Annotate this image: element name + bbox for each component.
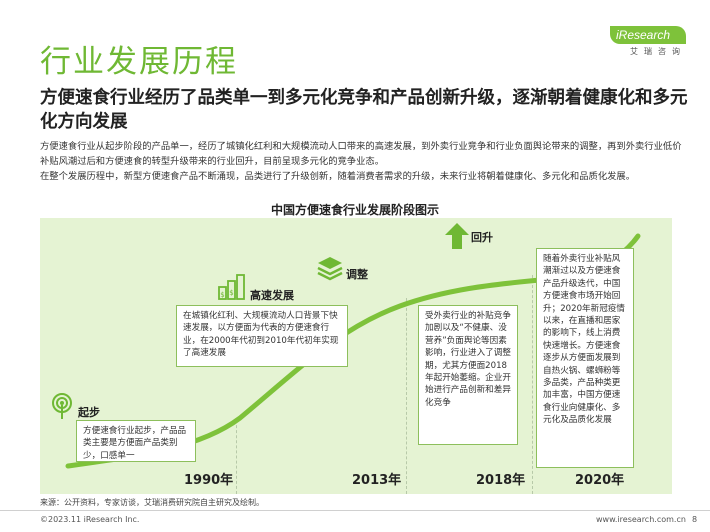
footer-divider xyxy=(0,510,710,511)
year-2013: 2013年 xyxy=(352,473,402,488)
logo-cn: 艾瑞咨询 xyxy=(630,47,686,56)
source-note: 来源：公开资料，专家访谈，艾瑞消费研究院自主研究及绘制。 xyxy=(40,498,264,507)
stage-label-start: 起步 xyxy=(78,406,100,419)
copyright: ©2023.11 iResearch Inc. xyxy=(40,515,140,524)
svg-text:$: $ xyxy=(229,289,233,297)
divider-2013 xyxy=(406,298,407,494)
page-number: 8 xyxy=(692,515,698,524)
intro-paragraph-1: 方便速食行业从起步阶段的产品单一，经历了城镇化红利和大规模流动人口带来的高速发展… xyxy=(40,141,682,167)
year-2020: 2020年 xyxy=(575,473,625,488)
year-1990: 1990年 xyxy=(184,473,234,488)
money-growth-icon: $ $ xyxy=(218,274,245,300)
divider-1990 xyxy=(236,420,237,494)
layers-icon xyxy=(317,257,343,281)
intro-paragraph-2: 在整个发展历程中，新型方便速食产品不断涌现，品类进行了升级创新，随着消费者需求的… xyxy=(40,170,636,182)
svg-text:$: $ xyxy=(220,291,224,299)
stage-text-start: 方便速食行业起步，产品品类主要是方便面产品类别少，口感单一 xyxy=(76,420,196,462)
stage-label-rapid-growth: 高速发展 xyxy=(250,289,294,302)
headline: 方便速食行业经历了品类单一到多元化竞争和产品创新升级，逐渐朝着健康化和多元化方向… xyxy=(40,88,688,132)
year-2018: 2018年 xyxy=(476,473,526,488)
stage-text-adjustment: 受外卖行业的补贴竞争加剧以及“不健康、没营养”负面舆论等因素影响，行业进入了调整… xyxy=(418,305,518,445)
diagram-title: 中国方便速食行业发展阶段图示 xyxy=(270,203,439,217)
stage-label-adjustment: 调整 xyxy=(346,268,368,281)
antenna-icon xyxy=(52,393,72,419)
stage-text-recovery: 随着外卖行业补贴风潮渐过以及方便速食产品升级迭代，中国方便速食市场开始回升；20… xyxy=(536,248,634,468)
website-link[interactable]: www.iresearch.com.cn xyxy=(596,515,686,524)
logo-wordmark: iResearch xyxy=(610,26,686,44)
arrow-up-icon xyxy=(445,223,469,249)
stage-label-recovery: 回升 xyxy=(471,231,493,244)
stage-text-rapid-growth: 在城镇化红利、大规模流动人口背景下快速发展，以方便面为代表的方便速食行业，在20… xyxy=(176,305,348,367)
iresearch-logo: iResearch 艾瑞咨询 xyxy=(610,26,686,57)
divider-2018 xyxy=(532,275,533,494)
intro-text: 方便速食行业从起步阶段的产品单一，经历了城镇化红利和大规模流动人口带来的高速发展… xyxy=(40,140,690,184)
page-title: 行业发展历程 xyxy=(40,44,238,80)
